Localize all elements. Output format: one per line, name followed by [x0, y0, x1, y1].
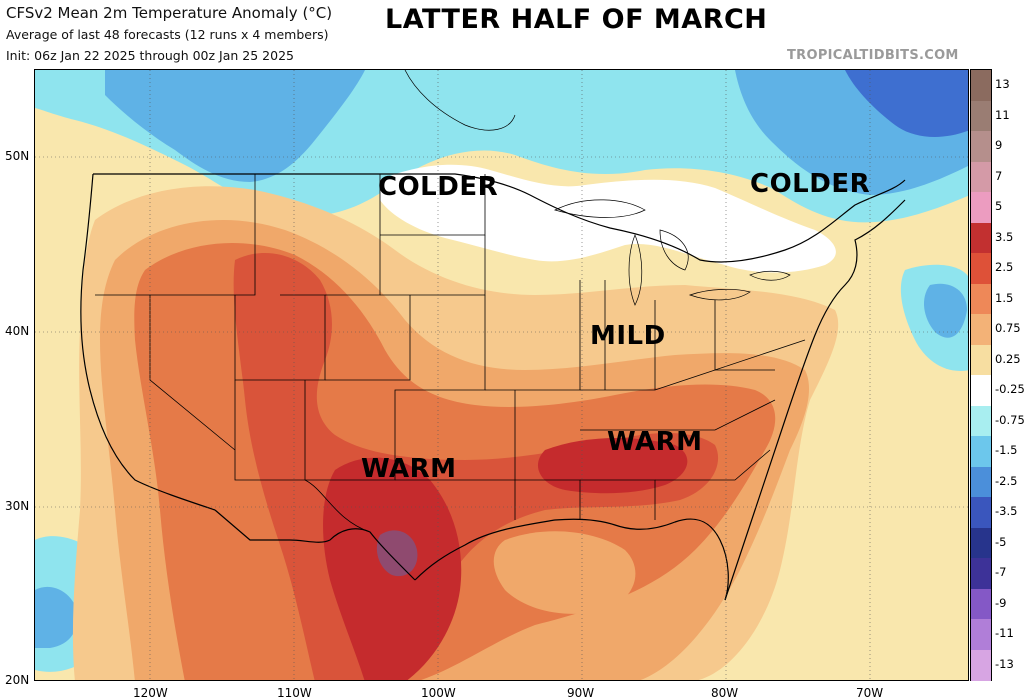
- cold-deep-ne: [845, 70, 968, 137]
- color-legend: [970, 69, 992, 681]
- lake-erie: [688, 288, 751, 301]
- legend-swatch: [971, 283, 991, 315]
- gulf-coast: [414, 518, 729, 601]
- legend-swatch: [971, 161, 991, 193]
- legend-swatch: [971, 619, 991, 650]
- label-colder-east: COLDER: [750, 169, 871, 199]
- legend-swatch: [971, 344, 991, 376]
- anomaly-field: [35, 70, 968, 680]
- legend-tick-label: 7: [995, 168, 1003, 183]
- state-line-20: [714, 300, 806, 371]
- legend-swatch: [971, 436, 991, 467]
- legend-swatch: [971, 222, 991, 254]
- label-warm-southeast: WARM: [607, 427, 703, 457]
- gulf-patch: [493, 531, 636, 614]
- legend-tick-label: 2.5: [995, 260, 1014, 275]
- legend-swatch: [971, 588, 991, 620]
- lon-label-90w: 90W: [567, 686, 595, 700]
- lon-label-80w: 80W: [711, 686, 739, 700]
- legend-swatch: [971, 70, 991, 101]
- legend-swatch: [971, 649, 991, 681]
- legend-tick-label: -13: [995, 656, 1014, 671]
- legend-tick-label: -0.25: [995, 382, 1024, 397]
- legend-tick-label: -2.5: [995, 473, 1018, 488]
- map-title: CFSv2 Mean 2m Temperature Anomaly (°C): [6, 4, 333, 22]
- lon-label-70w: 70W: [856, 686, 884, 700]
- legend-tick-label: 0.25: [995, 351, 1021, 366]
- anomaly-map: COLDER COLDER MILD WARM WARM: [34, 69, 969, 681]
- state-line-17: [655, 449, 771, 481]
- neutral-zone: [380, 164, 836, 273]
- legend-tick-label: -9: [995, 595, 1007, 610]
- source-credit: TROPICALTIDBITS.COM: [787, 48, 959, 63]
- state-line-2: [149, 295, 236, 451]
- legend-tick-label: -1.5: [995, 443, 1018, 458]
- state-line-1: [95, 174, 256, 296]
- legend-tick-label: 9: [995, 138, 1003, 153]
- cold-band-north-mid: [105, 70, 365, 182]
- state-lines: [95, 174, 806, 533]
- state-line-7: [325, 295, 411, 381]
- state-line-10: [304, 479, 371, 533]
- map-subtitle: Average of last 48 forecasts (12 runs x …: [6, 27, 329, 42]
- lake-ontario: [749, 270, 791, 281]
- lake-michigan: [628, 234, 643, 306]
- warm-layer-5b: [537, 438, 688, 494]
- lake-huron: [659, 229, 689, 271]
- lon-label-110w: 110W: [277, 686, 312, 700]
- legend-swatch: [971, 375, 991, 406]
- legend-tick-label: 0.75: [995, 321, 1021, 336]
- legend-tick-label: -0.75: [995, 412, 1024, 427]
- legend-swatch: [971, 192, 991, 223]
- state-line-13: [514, 390, 581, 520]
- label-warm-south: WARM: [361, 454, 457, 484]
- hudson-bay-edge: [404, 70, 516, 131]
- east-coast: [724, 199, 906, 601]
- mexico-border: [214, 509, 416, 581]
- state-line-14: [580, 369, 775, 391]
- cold-atlantic-mid: [923, 283, 967, 338]
- lon-label-120w: 120W: [133, 686, 168, 700]
- lat-label-40n: 40N: [5, 324, 30, 338]
- legend-tick-label: 5: [995, 199, 1003, 214]
- legend-tick-label: 11: [995, 107, 1010, 122]
- legend-swatch: [971, 527, 991, 559]
- legend-swatch: [971, 100, 991, 132]
- warm-layer-6: [376, 530, 418, 577]
- legend-tick-label: -3.5: [995, 504, 1018, 519]
- state-line-9: [305, 295, 486, 481]
- legend-tick-label: 13: [995, 77, 1010, 92]
- state-line-8: [234, 380, 306, 481]
- headline: LATTER HALF OF MARCH: [385, 4, 768, 35]
- legend-tick-label: -7: [995, 565, 1007, 580]
- legend-swatch: [971, 558, 991, 589]
- legend-tick-label: -11: [995, 626, 1014, 641]
- border-lines: [80, 173, 906, 601]
- legend-swatch: [971, 497, 991, 528]
- legend-swatch: [971, 314, 991, 345]
- legend-swatch: [971, 253, 991, 284]
- legend-tick-label: -5: [995, 534, 1007, 549]
- legend-tick-label: 3.5: [995, 229, 1014, 244]
- lon-label-100w: 100W: [421, 686, 456, 700]
- legend-swatch: [971, 466, 991, 498]
- lat-label-20n: 20N: [5, 673, 30, 687]
- lake-superior: [554, 199, 646, 218]
- init-time: Init: 06z Jan 22 2025 through 00z Jan 25…: [6, 48, 294, 63]
- label-colder-west: COLDER: [378, 172, 499, 202]
- legend-swatch: [971, 131, 991, 162]
- canada-border: [93, 173, 906, 263]
- legend-swatch: [971, 405, 991, 437]
- lake-outlines: [404, 70, 791, 306]
- cold-pacific-mid: [35, 586, 78, 648]
- label-mild: MILD: [590, 321, 666, 351]
- lat-label-50n: 50N: [5, 149, 30, 163]
- legend-tick-label: 1.5: [995, 290, 1014, 305]
- lat-label-30n: 30N: [5, 499, 30, 513]
- west-coast: [80, 173, 216, 511]
- state-line-15: [580, 399, 776, 431]
